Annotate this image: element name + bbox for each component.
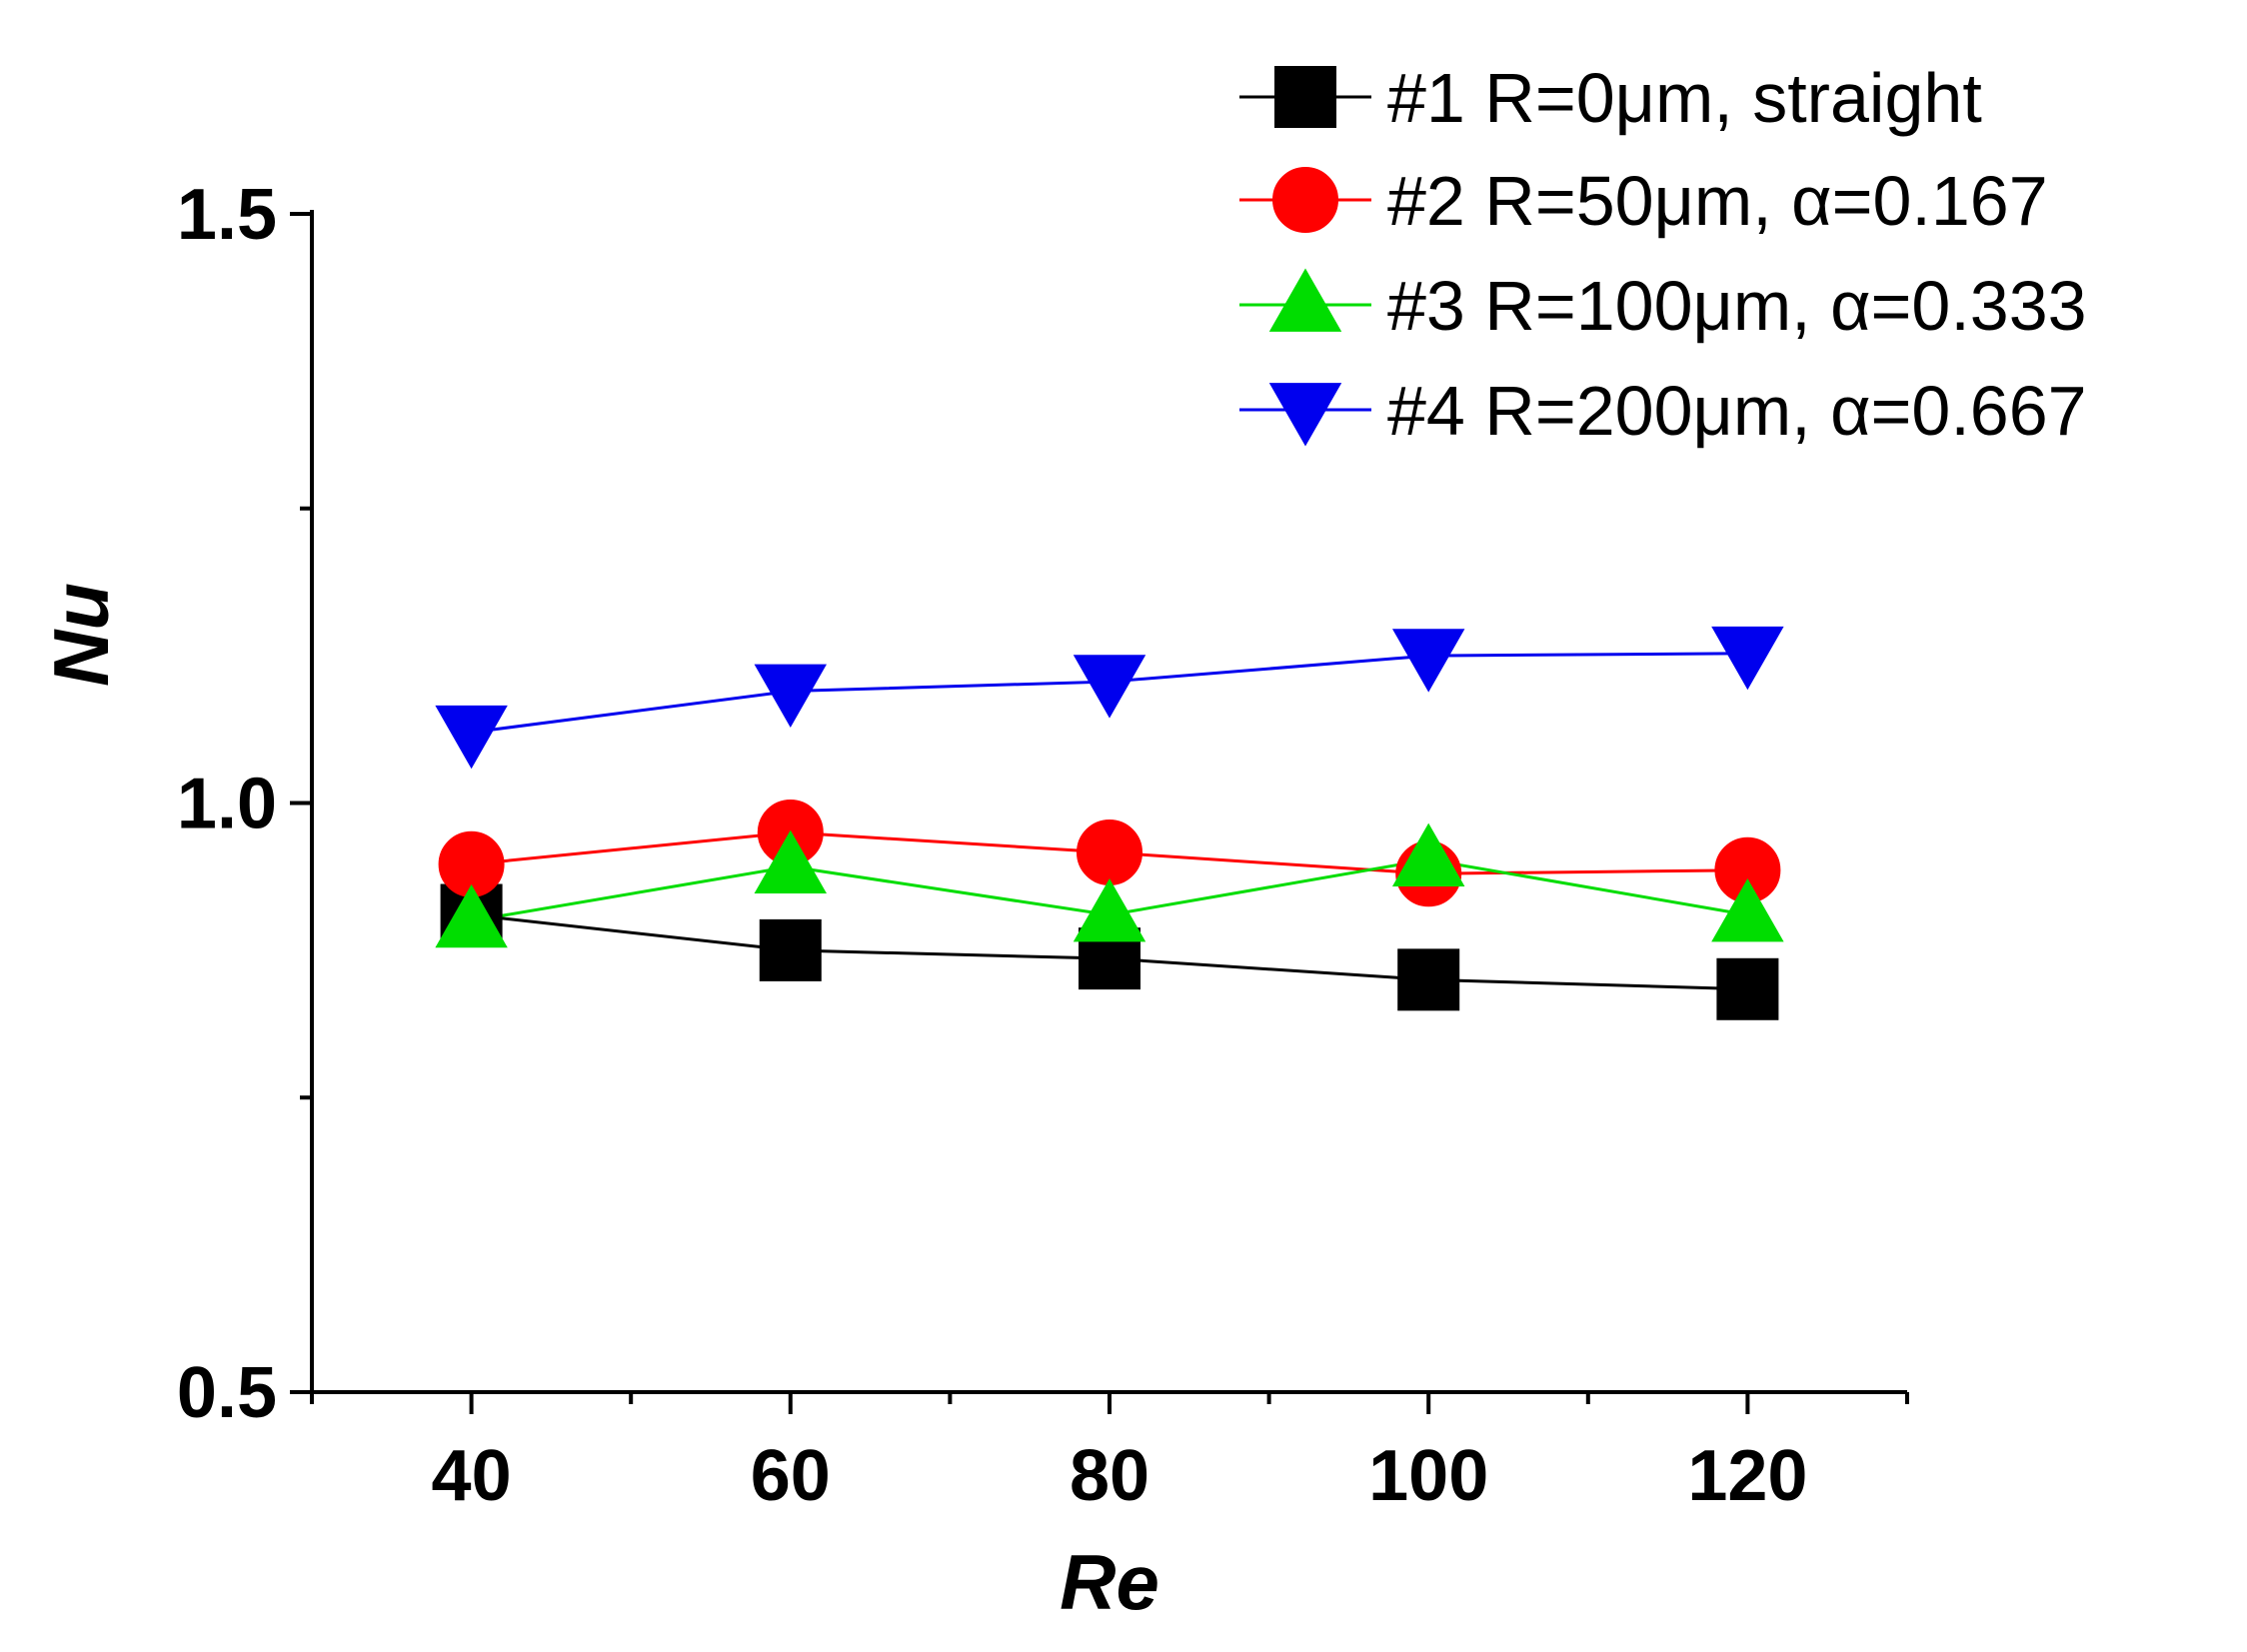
x-tick-label: 80 [1070, 1436, 1149, 1516]
y-tick-label: 1.5 [177, 175, 277, 255]
data-point-series-3 [1391, 823, 1465, 886]
y-tick-label: 0.5 [177, 1353, 277, 1433]
legend-marker-2 [1272, 167, 1338, 233]
y-axis-title: Nu [37, 583, 125, 687]
x-tick-label: 60 [751, 1436, 831, 1516]
data-point-series-4 [1391, 629, 1465, 693]
legend-marker-1 [1274, 66, 1336, 128]
data-point-series-2 [1077, 820, 1142, 886]
legend-marker-3 [1268, 268, 1342, 332]
data-point-series-3 [1073, 877, 1146, 942]
data-point-series-4 [754, 664, 828, 729]
ticks: 0.5 1.0 1.5 40 60 80 100 120 [177, 175, 1909, 1516]
data-point-series-4 [1711, 626, 1784, 691]
data-point-series-1 [759, 918, 822, 981]
data-point-series-3 [435, 883, 508, 948]
data-point-series-3 [754, 829, 828, 894]
data-point-series-3 [1711, 877, 1784, 942]
legend-marker-4 [1268, 383, 1342, 447]
x-tick-label: 120 [1687, 1436, 1807, 1516]
legend-label-2: #2 R=50μm, α=0.167 [1387, 162, 2048, 240]
data-point-series-1 [1716, 957, 1779, 1020]
x-tick-label: 100 [1368, 1436, 1488, 1516]
legend-label-3: #3 R=100μm, α=0.333 [1387, 267, 2087, 345]
data-point-series-1 [1397, 948, 1460, 1011]
data-point-series-4 [1073, 655, 1146, 719]
series-markers [435, 626, 1784, 1020]
x-tick-label: 40 [432, 1436, 512, 1516]
legend-label-4: #4 R=200μm, α=0.667 [1387, 372, 2087, 450]
legend-label-1: #1 R=0μm, straight [1387, 59, 1982, 137]
y-tick-label: 1.0 [177, 765, 277, 844]
data-point-series-4 [435, 705, 508, 770]
legend: #1 R=0μm, straight #2 R=50μm, α=0.167 #3 R… [1239, 59, 2087, 450]
x-axis-title: Re [1060, 1538, 1159, 1626]
